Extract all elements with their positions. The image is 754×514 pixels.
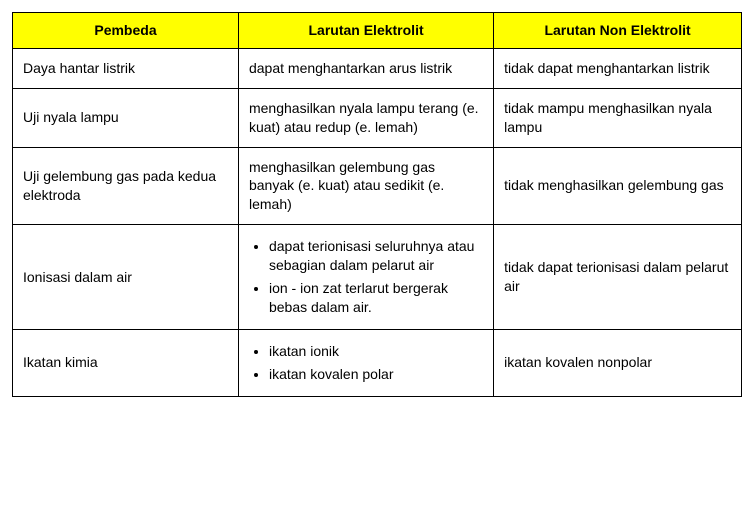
cell-pembeda: Uji nyala lampu bbox=[13, 88, 239, 147]
cell-pembeda: Ionisasi dalam air bbox=[13, 225, 239, 330]
cell-elektrolit: menghasilkan nyala lampu terang (e. kuat… bbox=[238, 88, 493, 147]
bullet-item: ion - ion zat terlarut bergerak bebas da… bbox=[269, 277, 483, 319]
col-header-nonelektrolit: Larutan Non Elektrolit bbox=[494, 13, 742, 49]
cell-nonelektrolit: tidak dapat menghantarkan listrik bbox=[494, 48, 742, 88]
table-row: Daya hantar listrik dapat menghantarkan … bbox=[13, 48, 742, 88]
cell-elektrolit: ikatan ionik ikatan kovalen polar bbox=[238, 329, 493, 396]
bullet-list: ikatan ionik ikatan kovalen polar bbox=[249, 340, 483, 386]
cell-nonelektrolit: tidak menghasilkan gelembung gas bbox=[494, 147, 742, 225]
table-row: Uji nyala lampu menghasilkan nyala lampu… bbox=[13, 88, 742, 147]
table-header-row: Pembeda Larutan Elektrolit Larutan Non E… bbox=[13, 13, 742, 49]
table-row: Uji gelembung gas pada kedua elektroda m… bbox=[13, 147, 742, 225]
cell-nonelektrolit: tidak dapat terionisasi dalam pelarut ai… bbox=[494, 225, 742, 330]
table-row: Ikatan kimia ikatan ionik ikatan kovalen… bbox=[13, 329, 742, 396]
cell-elektrolit: dapat terionisasi seluruhnya atau sebagi… bbox=[238, 225, 493, 330]
bullet-item: dapat terionisasi seluruhnya atau sebagi… bbox=[269, 235, 483, 277]
bullet-item: ikatan ionik bbox=[269, 340, 483, 363]
cell-nonelektrolit: tidak mampu menghasilkan nyala lampu bbox=[494, 88, 742, 147]
bullet-item: ikatan kovalen polar bbox=[269, 363, 483, 386]
cell-pembeda: Uji gelembung gas pada kedua elektroda bbox=[13, 147, 239, 225]
col-header-elektrolit: Larutan Elektrolit bbox=[238, 13, 493, 49]
cell-elektrolit: dapat menghantarkan arus listrik bbox=[238, 48, 493, 88]
comparison-table: Pembeda Larutan Elektrolit Larutan Non E… bbox=[12, 12, 742, 397]
bullet-list: dapat terionisasi seluruhnya atau sebagi… bbox=[249, 235, 483, 319]
cell-nonelektrolit: ikatan kovalen nonpolar bbox=[494, 329, 742, 396]
col-header-pembeda: Pembeda bbox=[13, 13, 239, 49]
cell-elektrolit: menghasilkan gelembung gas banyak (e. ku… bbox=[238, 147, 493, 225]
table-row: Ionisasi dalam air dapat terionisasi sel… bbox=[13, 225, 742, 330]
cell-pembeda: Ikatan kimia bbox=[13, 329, 239, 396]
cell-pembeda: Daya hantar listrik bbox=[13, 48, 239, 88]
